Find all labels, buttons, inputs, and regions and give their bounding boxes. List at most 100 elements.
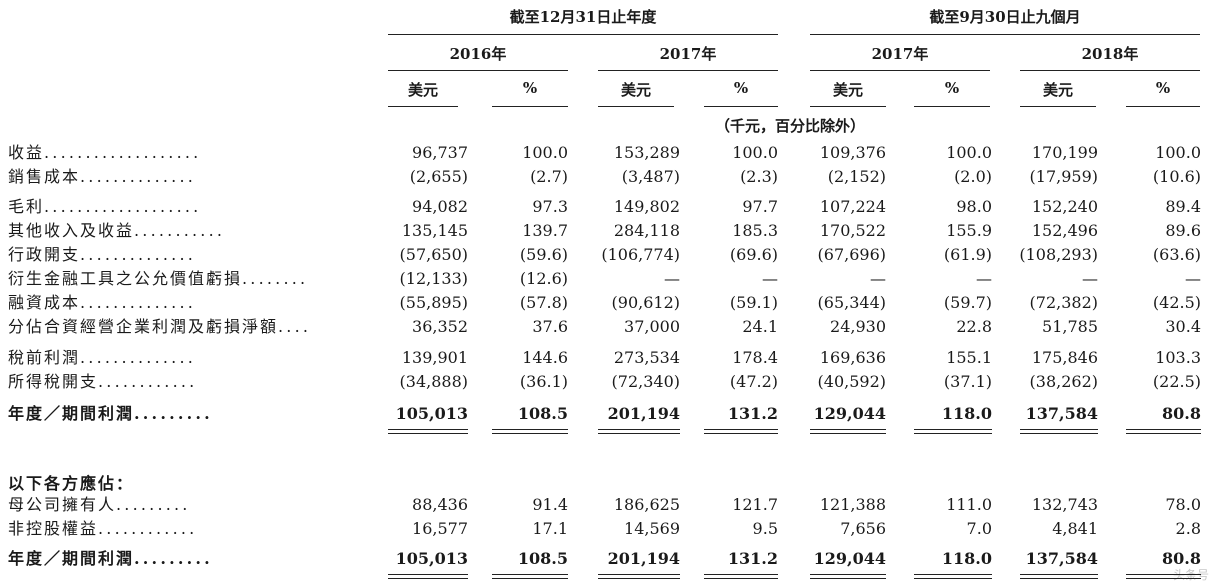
total-double-underline bbox=[388, 574, 468, 579]
period-header-rule bbox=[598, 70, 778, 71]
table-cell: (2.3) bbox=[740, 167, 778, 186]
table-cell: (65,344) bbox=[817, 293, 886, 312]
row-label-text: 其他收入及收益 bbox=[8, 221, 135, 240]
table-cell: 14,569 bbox=[624, 519, 680, 538]
table-cell: 108.5 bbox=[517, 549, 568, 568]
table-cell: (2.7) bbox=[530, 167, 568, 186]
period-header-2018-nine-months: 2018年 bbox=[1081, 45, 1139, 63]
table-cell: (38,262) bbox=[1029, 372, 1098, 391]
table-cell: 107,224 bbox=[819, 197, 886, 216]
row-label: 稅前利潤.............. bbox=[8, 347, 368, 369]
table-cell: 139.7 bbox=[522, 221, 568, 240]
table-cell: (37.1) bbox=[943, 372, 992, 391]
row-label: 融資成本.............. bbox=[8, 292, 368, 314]
table-cell: 2.8 bbox=[1175, 519, 1201, 538]
period-header-2017-nine-months: 2017年 bbox=[871, 45, 929, 63]
table-cell: — bbox=[762, 269, 778, 288]
table-cell: 109,376 bbox=[819, 143, 886, 162]
table-cell: 7.0 bbox=[966, 519, 992, 538]
unit-note: （千元，百分比除外） bbox=[714, 117, 865, 135]
table-cell: 137,584 bbox=[1025, 404, 1098, 423]
subcol-rule bbox=[914, 106, 990, 107]
table-cell: 108.5 bbox=[517, 404, 568, 423]
table-cell: 131.2 bbox=[727, 549, 778, 568]
row-label: 母公司擁有人......... bbox=[8, 494, 368, 516]
table-cell: 284,118 bbox=[613, 221, 680, 240]
table-cell: 78.0 bbox=[1165, 495, 1201, 514]
leader-dots: .............. bbox=[80, 167, 197, 186]
leader-dots: .... bbox=[278, 317, 312, 336]
total-double-underline bbox=[1126, 429, 1201, 434]
table-cell: (42.5) bbox=[1152, 293, 1201, 312]
total-double-underline bbox=[1020, 429, 1098, 434]
subcol-pct-2: % bbox=[733, 79, 749, 97]
period-header-rule bbox=[810, 70, 990, 71]
total-double-underline bbox=[1126, 574, 1201, 579]
table-cell: (67,696) bbox=[817, 245, 886, 264]
table-cell: (2,655) bbox=[409, 167, 468, 186]
table-cell: 170,522 bbox=[819, 221, 886, 240]
subcol-pct-4: % bbox=[1155, 79, 1171, 97]
row-label: 毛利................... bbox=[8, 196, 368, 218]
table-cell: 100.0 bbox=[1155, 143, 1201, 162]
section-attributable-heading: 以下各方應佔： bbox=[8, 474, 135, 493]
row-label-text: 融資成本 bbox=[8, 293, 81, 312]
table-cell: 36,352 bbox=[412, 317, 468, 336]
total-double-underline bbox=[810, 429, 886, 434]
table-cell: (57,650) bbox=[399, 245, 468, 264]
table-cell: 24.1 bbox=[742, 317, 778, 336]
table-cell: 51,785 bbox=[1042, 317, 1098, 336]
table-cell: 273,534 bbox=[613, 348, 680, 367]
table-cell: 153,289 bbox=[613, 143, 680, 162]
total-double-underline bbox=[598, 574, 680, 579]
table-cell: — bbox=[1185, 269, 1201, 288]
table-cell: (17,959) bbox=[1029, 167, 1098, 186]
row-label-text: 稅前利潤 bbox=[8, 348, 81, 367]
table-cell: (69.6) bbox=[729, 245, 778, 264]
leader-dots: ......... bbox=[116, 495, 191, 514]
leader-dots: ................... bbox=[44, 197, 202, 216]
table-cell: 129,044 bbox=[813, 404, 886, 423]
table-cell: (34,888) bbox=[399, 372, 468, 391]
table-cell: 105,013 bbox=[395, 549, 468, 568]
table-cell: 131.2 bbox=[727, 404, 778, 423]
table-cell: 37.6 bbox=[532, 317, 568, 336]
total-double-underline bbox=[1020, 574, 1098, 579]
table-cell: (108,293) bbox=[1019, 245, 1098, 264]
table-cell: 80.8 bbox=[1162, 404, 1201, 423]
table-cell: 91.4 bbox=[532, 495, 568, 514]
table-cell: 22.8 bbox=[956, 317, 992, 336]
subcol-usd-2: 美元 bbox=[620, 81, 651, 99]
row-label: 行政開支.............. bbox=[8, 244, 368, 266]
row-label-text: 衍生金融工具之公允價值虧損 bbox=[8, 269, 243, 288]
table-cell: 98.0 bbox=[956, 197, 992, 216]
table-cell: 186,625 bbox=[613, 495, 680, 514]
table-cell: 89.6 bbox=[1165, 221, 1201, 240]
table-cell: (72,382) bbox=[1029, 293, 1098, 312]
table-cell: 100.0 bbox=[946, 143, 992, 162]
table-cell: 80.8 bbox=[1162, 549, 1201, 568]
row-label: 銷售成本.............. bbox=[8, 166, 368, 188]
row-label-text: 年度／期間利潤 bbox=[8, 549, 135, 568]
group-header-year-ended: 截至12月31日止年度 bbox=[509, 8, 657, 26]
table-cell: (106,774) bbox=[601, 245, 680, 264]
table-cell: 169,636 bbox=[819, 348, 886, 367]
leader-dots: ........ bbox=[242, 269, 309, 288]
table-cell: (59.1) bbox=[729, 293, 778, 312]
period-header-2017: 2017年 bbox=[659, 45, 717, 63]
table-cell: 185.3 bbox=[732, 221, 778, 240]
group-header-rule bbox=[388, 34, 778, 35]
table-cell: (36.1) bbox=[519, 372, 568, 391]
group-header-nine-months: 截至9月30日止九個月 bbox=[929, 8, 1081, 26]
table-cell: (63.6) bbox=[1152, 245, 1201, 264]
total-double-underline bbox=[598, 429, 680, 434]
row-label-text: 行政開支 bbox=[8, 245, 81, 264]
table-cell: (47.2) bbox=[729, 372, 778, 391]
row-label-text: 毛利 bbox=[8, 197, 45, 216]
table-cell: 96,737 bbox=[412, 143, 468, 162]
table-cell: 16,577 bbox=[412, 519, 468, 538]
row-label: 其他收入及收益........... bbox=[8, 220, 368, 242]
total-double-underline bbox=[704, 429, 778, 434]
table-cell: 132,743 bbox=[1031, 495, 1098, 514]
table-cell: 97.7 bbox=[742, 197, 778, 216]
